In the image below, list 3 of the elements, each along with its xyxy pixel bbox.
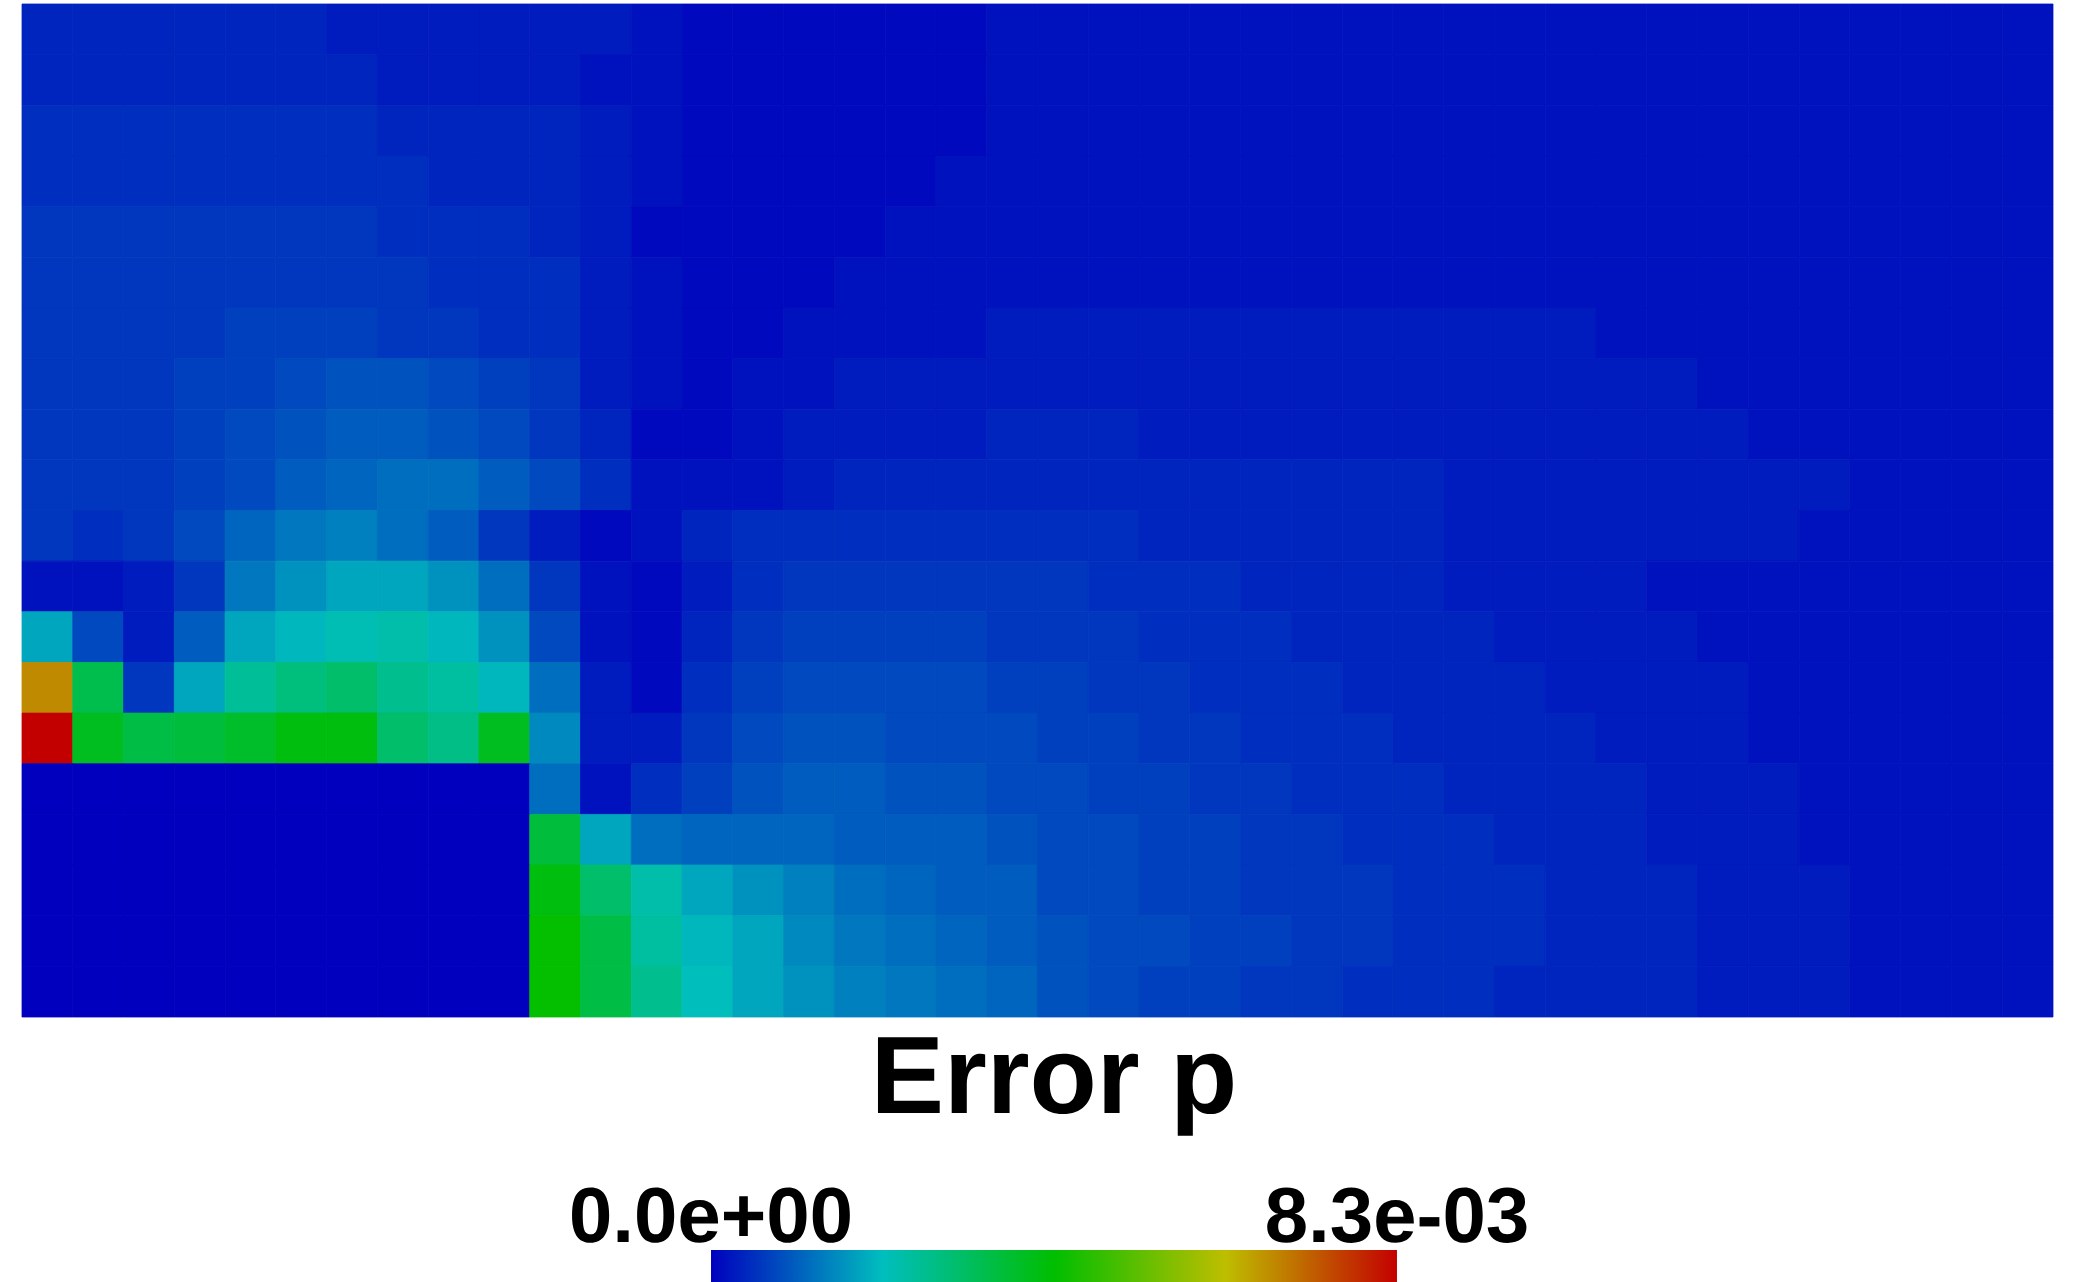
- color-bar-title: Error p: [877, 1037, 1233, 1136]
- color-bar-label: 8.3e-03: [1267, 1187, 1527, 1243]
- color-bar-label: 0.0e+00: [572, 1187, 850, 1243]
